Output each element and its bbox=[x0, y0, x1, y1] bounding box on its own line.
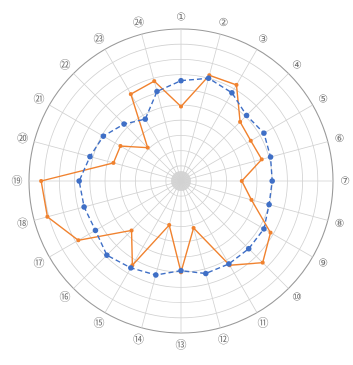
category-label: ⑱ bbox=[17, 217, 28, 230]
category-label: ⑬ bbox=[176, 339, 187, 352]
data-point bbox=[243, 112, 250, 119]
category-label: ⑤ bbox=[318, 93, 328, 106]
data-point bbox=[76, 238, 81, 243]
data-point bbox=[191, 225, 196, 230]
data-point bbox=[152, 79, 157, 84]
data-point bbox=[259, 157, 264, 162]
category-label: ㉑ bbox=[33, 93, 44, 106]
data-point bbox=[45, 214, 50, 219]
series-line-1 bbox=[40, 74, 272, 273]
grid-spoke bbox=[49, 180, 182, 258]
data-point bbox=[238, 119, 243, 124]
data-point bbox=[205, 75, 212, 82]
data-point bbox=[239, 179, 244, 183]
category-label: ⑰ bbox=[33, 257, 44, 270]
grid-spoke bbox=[104, 49, 182, 182]
data-point bbox=[104, 252, 110, 258]
category-label: ⑩ bbox=[292, 290, 302, 303]
data-point bbox=[129, 228, 134, 233]
data-point bbox=[39, 179, 44, 183]
data-point bbox=[121, 121, 127, 127]
data-point bbox=[234, 82, 239, 87]
grid-spoke bbox=[73, 73, 182, 182]
category-label: ⑫ bbox=[218, 333, 229, 346]
data-point bbox=[261, 130, 267, 136]
data-point bbox=[128, 265, 134, 271]
category-label: ⑮ bbox=[94, 317, 105, 330]
radar-series bbox=[39, 73, 276, 278]
radar-grid bbox=[28, 28, 334, 334]
grid-spoke bbox=[180, 49, 258, 182]
category-label: ⑧ bbox=[334, 217, 344, 230]
category-label: ⑯ bbox=[60, 290, 71, 303]
category-label: ③ bbox=[258, 32, 268, 45]
data-point bbox=[266, 201, 272, 208]
data-point bbox=[179, 104, 183, 109]
category-label: ⑳ bbox=[17, 132, 28, 145]
data-point bbox=[269, 178, 276, 184]
data-point bbox=[245, 245, 252, 252]
data-point bbox=[202, 270, 209, 277]
data-point bbox=[153, 272, 159, 278]
grid-spoke bbox=[180, 180, 289, 289]
category-labels: ① ② ③ ④ ⑤ ⑥ ⑦ ⑧ ⑨ ⑩ ⑪ ⑫ ⑬ ⑭ ⑮ ⑯ ⑰ ⑱ ⑲ ⑳ ㉑ ㉒ ㉓ ㉔ bbox=[12, 11, 351, 352]
grid-spoke bbox=[34, 180, 182, 221]
category-label: ⑥ bbox=[334, 132, 344, 145]
category-label: ㉒ bbox=[60, 59, 71, 72]
grid-spoke bbox=[180, 73, 289, 182]
data-point bbox=[178, 267, 184, 274]
grid-spoke bbox=[49, 104, 182, 182]
grid-spoke bbox=[180, 180, 313, 258]
category-label: ⑭ bbox=[133, 333, 144, 346]
category-label: ⑪ bbox=[258, 317, 269, 330]
category-label: ⑦ bbox=[340, 175, 350, 188]
data-point bbox=[128, 92, 133, 97]
category-label: ⑲ bbox=[12, 175, 23, 188]
data-point bbox=[229, 90, 235, 96]
grid-spoke bbox=[34, 141, 182, 182]
data-point bbox=[248, 138, 253, 143]
grid-spoke bbox=[141, 34, 182, 182]
data-point bbox=[154, 88, 160, 95]
category-label: ㉔ bbox=[133, 16, 144, 29]
data-point bbox=[145, 145, 150, 150]
category-label: ② bbox=[219, 16, 229, 29]
data-point bbox=[87, 153, 93, 160]
grid-spoke bbox=[180, 104, 313, 182]
data-point bbox=[226, 261, 232, 267]
data-point bbox=[167, 223, 172, 228]
category-label: ④ bbox=[292, 59, 302, 72]
grid-spoke bbox=[180, 180, 258, 313]
data-point bbox=[249, 197, 254, 202]
grid-spoke bbox=[73, 180, 182, 289]
data-point bbox=[76, 178, 82, 184]
data-point bbox=[100, 133, 107, 139]
grid-spoke bbox=[180, 180, 328, 221]
data-point bbox=[178, 77, 184, 84]
category-label: ⑨ bbox=[318, 257, 328, 270]
data-point bbox=[268, 230, 273, 235]
data-point bbox=[111, 160, 116, 165]
data-point bbox=[260, 260, 265, 265]
category-label: ㉓ bbox=[94, 32, 105, 45]
data-point bbox=[118, 144, 123, 149]
data-point bbox=[92, 227, 99, 234]
data-point bbox=[261, 226, 267, 232]
grid-spoke bbox=[180, 180, 221, 328]
category-label: ① bbox=[176, 11, 186, 24]
data-point bbox=[267, 154, 274, 160]
grid-spoke bbox=[180, 141, 328, 182]
data-point bbox=[142, 116, 149, 122]
data-point bbox=[81, 204, 87, 210]
grid-spoke bbox=[141, 180, 182, 328]
grid-spoke bbox=[180, 34, 221, 182]
grid-spoke bbox=[104, 180, 182, 313]
